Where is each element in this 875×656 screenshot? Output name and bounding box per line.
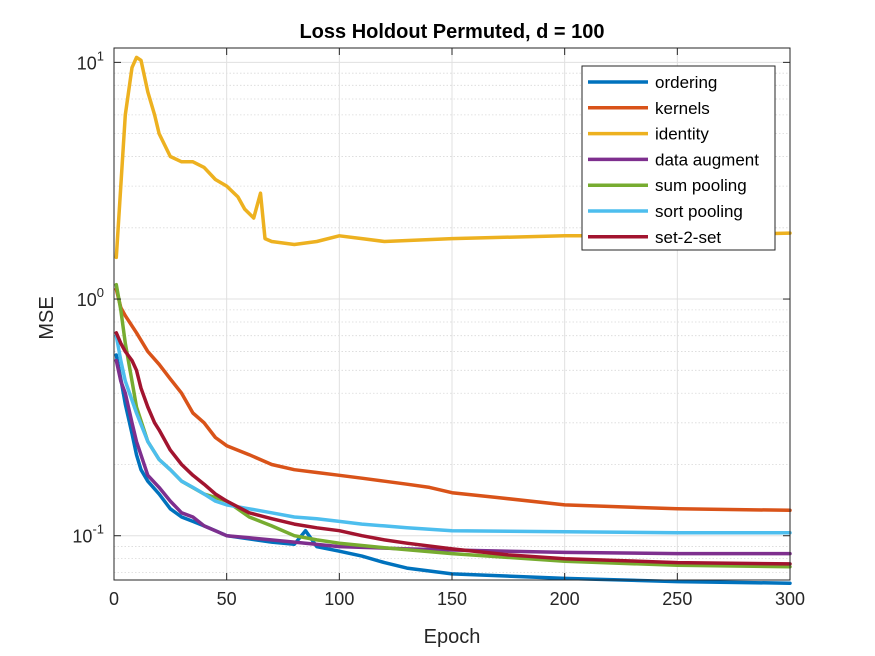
legend-items: ordering kernels identity data augment sum p… xyxy=(588,73,759,247)
chart-title: Loss Holdout Permuted, d = 100 xyxy=(299,21,604,43)
series-layer xyxy=(114,55,792,585)
x-tick-label: 200 xyxy=(550,589,580,609)
x-tick-label: 0 xyxy=(109,589,119,609)
x-tick-label: 150 xyxy=(437,589,467,609)
legend-label-kernels: kernels xyxy=(655,99,710,118)
series-line-kernels xyxy=(114,287,792,513)
y-tick-labels: 10-1 100 101 xyxy=(72,48,104,546)
legend-box xyxy=(581,65,776,251)
x-axis-title: Epoch xyxy=(424,626,481,648)
x-tick-label: 50 xyxy=(217,589,237,609)
series-line-identity xyxy=(114,55,792,260)
legend-label-sort-pooling: sort pooling xyxy=(655,202,743,221)
y-tick-label: 10-1 xyxy=(72,522,104,547)
x-tick-label: 250 xyxy=(662,589,692,609)
series-line-set-2-set xyxy=(114,331,792,566)
x-tick-label: 300 xyxy=(775,589,805,609)
legend-label-ordering: ordering xyxy=(655,73,717,92)
legend-label-set-2-set: set-2-set xyxy=(655,228,721,247)
legend: ordering kernels identity data augment sum p… xyxy=(581,65,776,251)
y-tick-label: 101 xyxy=(77,48,104,73)
legend-label-identity: identity xyxy=(655,125,709,144)
series-line-data-augment xyxy=(114,358,792,556)
legend-label-data-augment: data augment xyxy=(655,150,759,169)
x-tick-labels: 0 50 100 150 200 250 300 xyxy=(109,589,805,609)
y-axis-title: MSE xyxy=(36,296,58,339)
x-tick-label: 100 xyxy=(324,589,354,609)
legend-label-sum-pooling: sum pooling xyxy=(655,176,747,195)
axis-ticks xyxy=(113,48,791,580)
y-tick-label: 100 xyxy=(77,285,104,310)
